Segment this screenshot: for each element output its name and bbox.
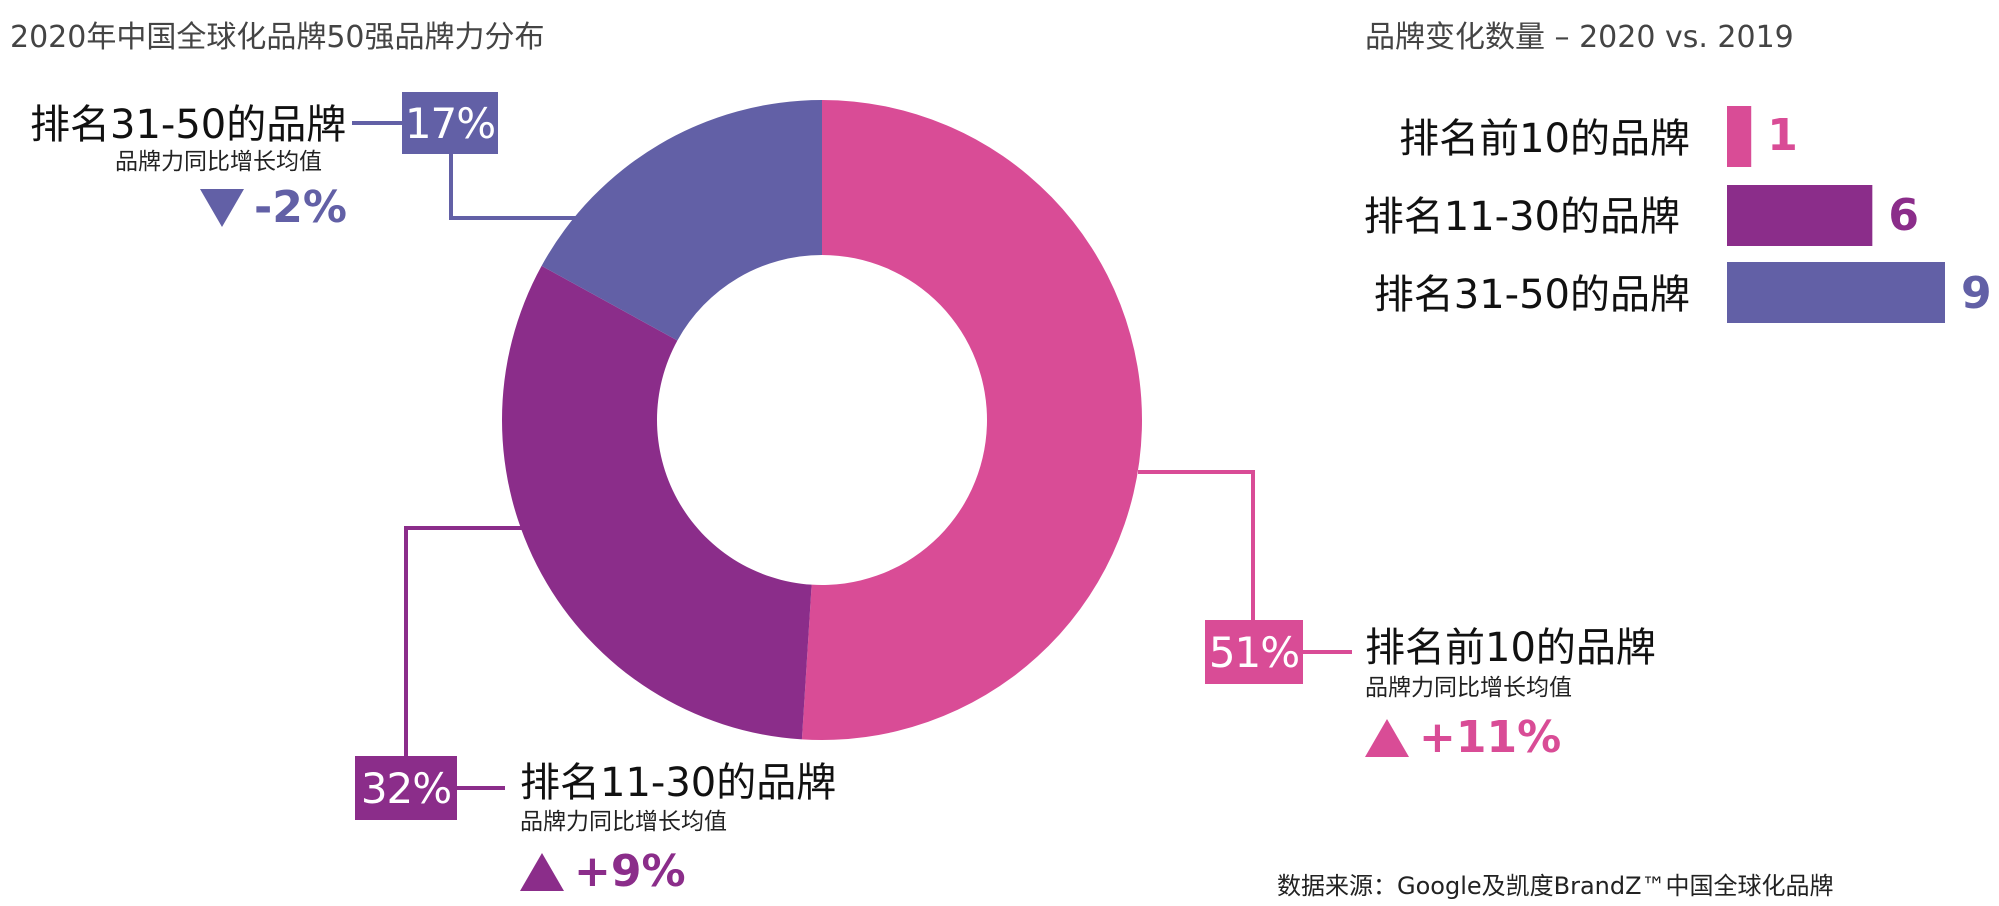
- segment-sublabel-31-50: 品牌力同比增长均值: [115, 149, 322, 175]
- segment-change-top10: +11%: [1365, 712, 1561, 763]
- segment-sublabel-top10: 品牌力同比增长均值: [1365, 675, 1572, 701]
- donut-slice-31-50: [541, 100, 822, 341]
- leader-line-11-30: [404, 526, 525, 756]
- donut-value-label-11-30: 32%: [355, 756, 457, 820]
- donut-slice-top10: [801, 100, 1143, 740]
- leader-line-top10: [1138, 470, 1255, 620]
- bar-value-label-11-30: 6: [1888, 190, 1919, 241]
- up-triangle-icon: [1365, 718, 1409, 757]
- bar-31-50: [1727, 262, 1945, 323]
- donut-chart-title: 2020年中国全球化品牌50强品牌力分布: [10, 20, 545, 55]
- donut-chart: [502, 100, 1143, 740]
- bar-top10: [1727, 106, 1752, 167]
- segment-sublabel-11-30: 品牌力同比增长均值: [520, 809, 727, 835]
- bar-11-30: [1727, 185, 1873, 246]
- segment-label-31-50: 排名31-50的品牌: [30, 102, 347, 148]
- up-triangle-icon: [520, 852, 564, 891]
- bar-category-label-11-30: 排名11-30的品牌: [1363, 194, 1680, 240]
- bar-chart: [1727, 106, 1945, 323]
- segment-change-31-50: -2%: [200, 182, 347, 233]
- segment-change-11-30: +9%: [520, 846, 686, 897]
- donut-slice-11-30: [502, 265, 812, 740]
- segment-change-value-31-50: -2%: [254, 182, 347, 233]
- bar-value-label-top10: 1: [1767, 110, 1798, 161]
- source-note: 数据来源：Google及凯度BrandZ™中国全球化品牌: [1277, 872, 1834, 900]
- bar-category-label-top10: 排名前10的品牌: [1399, 116, 1690, 162]
- bar-chart-title: 品牌变化数量 – 2020 vs. 2019: [1365, 20, 1794, 55]
- bar-category-label-31-50: 排名31-50的品牌: [1373, 272, 1690, 318]
- segment-change-value-11-30: +9%: [574, 846, 686, 897]
- bar-value-label-31-50: 9: [1961, 268, 1992, 319]
- segment-label-top10: 排名前10的品牌: [1365, 625, 1656, 671]
- segment-label-11-30: 排名11-30的品牌: [520, 760, 837, 806]
- leader-line-31-50: [449, 154, 578, 220]
- donut-value-label-top10: 51%: [1205, 620, 1303, 684]
- donut-value-label-31-50: 17%: [402, 92, 498, 154]
- segment-change-value-top10: +11%: [1419, 712, 1562, 763]
- down-triangle-icon: [200, 188, 244, 227]
- leader-lines: [352, 121, 1352, 790]
